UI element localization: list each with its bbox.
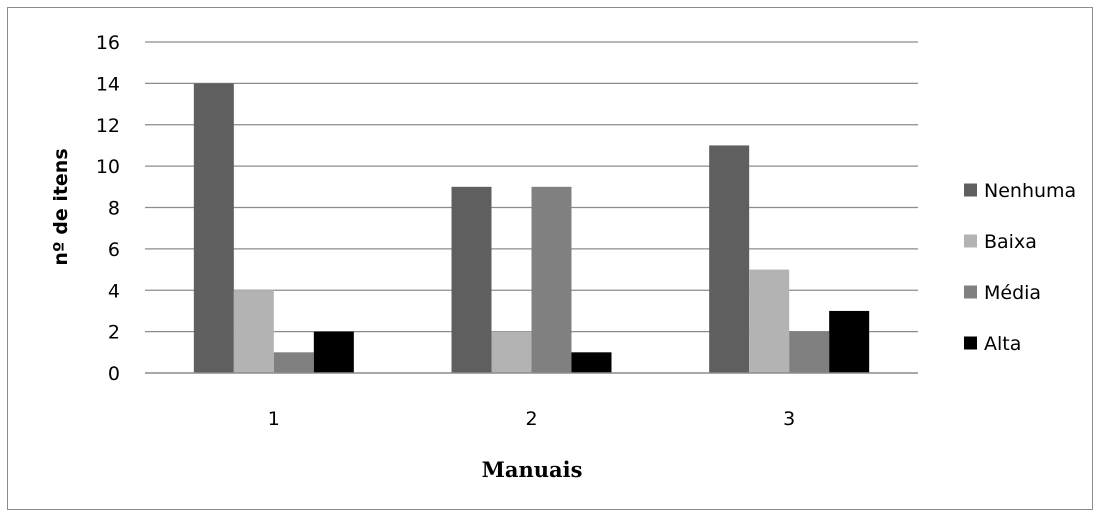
y-tick-label: 6 — [108, 239, 120, 261]
y-tick-label: 14 — [96, 73, 120, 95]
legend-label: Média — [984, 282, 1041, 304]
bars — [193, 83, 870, 373]
bar-nenhuma-1 — [193, 83, 234, 373]
legend-swatch — [964, 336, 977, 350]
y-tick-label: 10 — [96, 156, 120, 178]
y-tick-label: 4 — [108, 280, 120, 302]
legend-label: Alta — [984, 333, 1021, 355]
x-tick-label: 1 — [268, 408, 280, 430]
bar-m-dia-2 — [531, 186, 572, 373]
bar-alta-2 — [571, 352, 612, 373]
legend-label: Baixa — [984, 231, 1037, 253]
bar-baixa-3 — [749, 269, 790, 373]
legend-swatch — [964, 183, 977, 197]
y-tick-label: 16 — [96, 32, 120, 54]
bar-nenhuma-2 — [451, 186, 492, 373]
x-tick-label: 3 — [783, 408, 795, 430]
bar-nenhuma-3 — [709, 145, 750, 373]
y-axis-title: nº de itens — [50, 148, 72, 265]
bar-baixa-2 — [491, 331, 532, 373]
bar-baixa-1 — [233, 290, 274, 373]
x-axis-title: Manuais — [482, 457, 583, 482]
bar-m-dia-3 — [789, 331, 830, 373]
bar-alta-1 — [313, 331, 354, 373]
bar-m-dia-1 — [273, 352, 314, 373]
y-tick-label: 8 — [108, 198, 120, 220]
legend: Nenhuma Baixa Média Alta — [964, 180, 1076, 355]
x-tick-labels: 1 2 3 — [268, 408, 795, 430]
y-tick-label: 12 — [96, 115, 120, 137]
x-tick-label: 2 — [525, 408, 537, 430]
y-tick-labels: 0 2 4 6 8 10 12 14 16 — [96, 32, 120, 385]
y-tick-label: 0 — [108, 363, 120, 385]
bar-alta-3 — [829, 310, 870, 373]
legend-label: Nenhuma — [984, 180, 1076, 202]
legend-swatch — [964, 234, 977, 248]
legend-swatch — [964, 285, 977, 299]
y-tick-label: 2 — [108, 322, 120, 344]
